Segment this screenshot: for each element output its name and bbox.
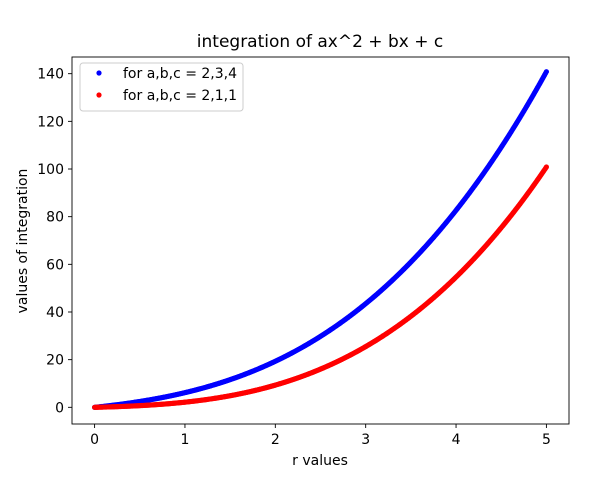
plot-frame	[71, 56, 570, 425]
x-tick-label: 2	[271, 432, 280, 448]
plot-area	[71, 56, 570, 425]
x-axis-label: r values	[292, 453, 348, 469]
data-point	[543, 69, 550, 75]
y-axis: 0 20 40 60 80 100 120 140	[37, 67, 72, 416]
y-tick-label: 120	[37, 114, 64, 130]
y-tick-label: 100	[37, 162, 64, 178]
x-axis: 0 1 2 3 4 5	[90, 424, 551, 448]
chart-title: integration of ax^2 + bx + c	[197, 32, 443, 52]
series-2	[91, 164, 550, 410]
legend: for a,b,c = 2,3,4 for a,b,c = 2,1,1	[79, 62, 244, 112]
x-tick-label: 5	[542, 432, 551, 448]
x-tick-label: 1	[180, 432, 189, 448]
y-tick-label: 20	[46, 353, 64, 369]
data-layer	[91, 69, 550, 410]
legend-marker-series-1	[96, 70, 102, 76]
x-tick-label: 3	[361, 432, 370, 448]
legend-frame	[79, 62, 244, 112]
plot-background	[72, 57, 569, 424]
legend-label-series-1: for a,b,c = 2,3,4	[123, 66, 237, 82]
data-point	[543, 164, 550, 170]
y-axis-label: values of integration	[15, 169, 31, 314]
x-tick-label: 4	[452, 432, 461, 448]
x-tick-label: 0	[90, 432, 99, 448]
legend-marker-series-2	[96, 92, 102, 98]
y-tick-label: 140	[37, 67, 64, 83]
y-tick-label: 80	[46, 210, 64, 226]
y-tick-label: 40	[46, 305, 64, 321]
y-tick-label: 0	[55, 400, 64, 416]
legend-label-series-2: for a,b,c = 2,1,1	[123, 88, 237, 104]
y-tick-label: 60	[46, 257, 64, 273]
